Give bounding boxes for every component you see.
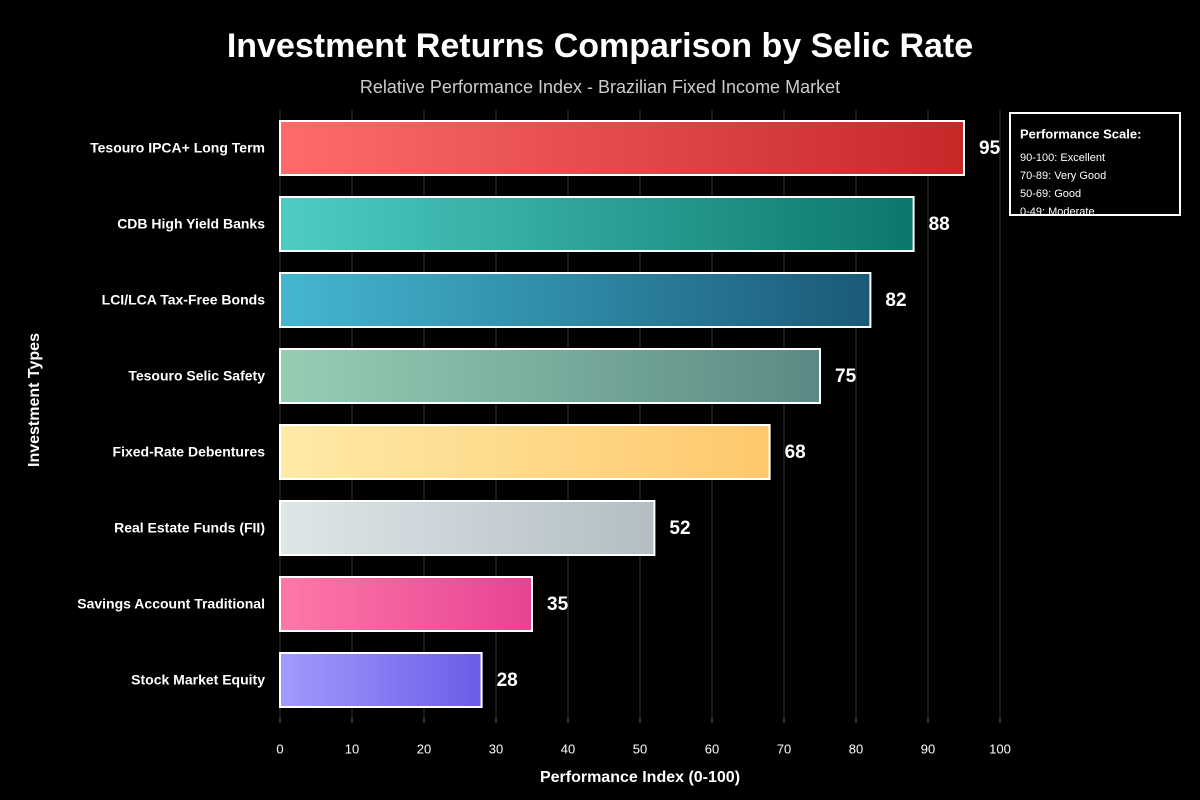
y-tick-label: Real Estate Funds (FII) [114, 520, 265, 536]
y-tick-label: Tesouro IPCA+ Long Term [90, 140, 265, 156]
scale-note-item: 0-49: Moderate [1020, 206, 1095, 218]
x-tick-label: 60 [705, 741, 719, 756]
bar [279, 576, 533, 632]
bar [279, 272, 872, 328]
bar [279, 196, 915, 252]
x-tick-label: 40 [561, 741, 575, 756]
scale-note-title: Performance Scale: [1020, 126, 1141, 141]
y-tick-label: Fixed-Rate Debentures [113, 444, 266, 460]
value-label: 82 [885, 290, 906, 311]
x-tick-label: 90 [921, 741, 935, 756]
y-tick-label: Tesouro Selic Safety [128, 368, 265, 384]
x-tick-label: 30 [489, 741, 503, 756]
y-tick-label: CDB High Yield Banks [117, 216, 265, 232]
x-tick-label: 70 [777, 741, 791, 756]
scale-note-box [1009, 112, 1181, 216]
x-tick-label: 0 [276, 741, 283, 756]
chart-subtitle: Relative Performance Index - Brazilian F… [360, 77, 840, 97]
value-label: 68 [785, 442, 806, 463]
value-label: 95 [979, 138, 1001, 159]
value-label: 35 [547, 594, 569, 615]
value-label: 52 [669, 518, 690, 539]
x-tick-label: 50 [633, 741, 647, 756]
bar [279, 500, 656, 556]
bar [279, 652, 483, 708]
scale-note: Performance Scale: 90-100: Excellent 70-8… [1009, 112, 1181, 218]
scale-note-item: 70-89: Very Good [1020, 170, 1106, 182]
bar [279, 348, 821, 404]
y-tick-label: Savings Account Traditional [77, 596, 265, 612]
y-axis-label: Investment Types [26, 333, 43, 467]
bars: Tesouro IPCA+ Long Term 95 CDB High Yield … [77, 120, 1001, 708]
x-tick-label: 100 [989, 741, 1011, 756]
bar [279, 424, 771, 480]
value-label: 28 [497, 670, 518, 691]
value-label: 88 [929, 214, 950, 235]
x-axis-label: Performance Index (0-100) [540, 769, 740, 786]
x-tick-label: 20 [417, 741, 431, 756]
scale-note-item: 50-69: Good [1020, 188, 1081, 200]
scale-note-item: 90-100: Excellent [1020, 152, 1105, 164]
y-tick-label: LCI/LCA Tax-Free Bonds [102, 292, 266, 308]
x-tick-label: 80 [849, 741, 863, 756]
value-label: 75 [835, 366, 857, 387]
x-tick-label: 10 [345, 741, 359, 756]
bar [279, 120, 965, 176]
chart-title: Investment Returns Comparison by Selic R… [227, 27, 973, 65]
y-tick-label: Stock Market Equity [131, 672, 265, 688]
scale-note-content: Performance Scale: 90-100: Excellent 70-8… [1020, 126, 1141, 218]
